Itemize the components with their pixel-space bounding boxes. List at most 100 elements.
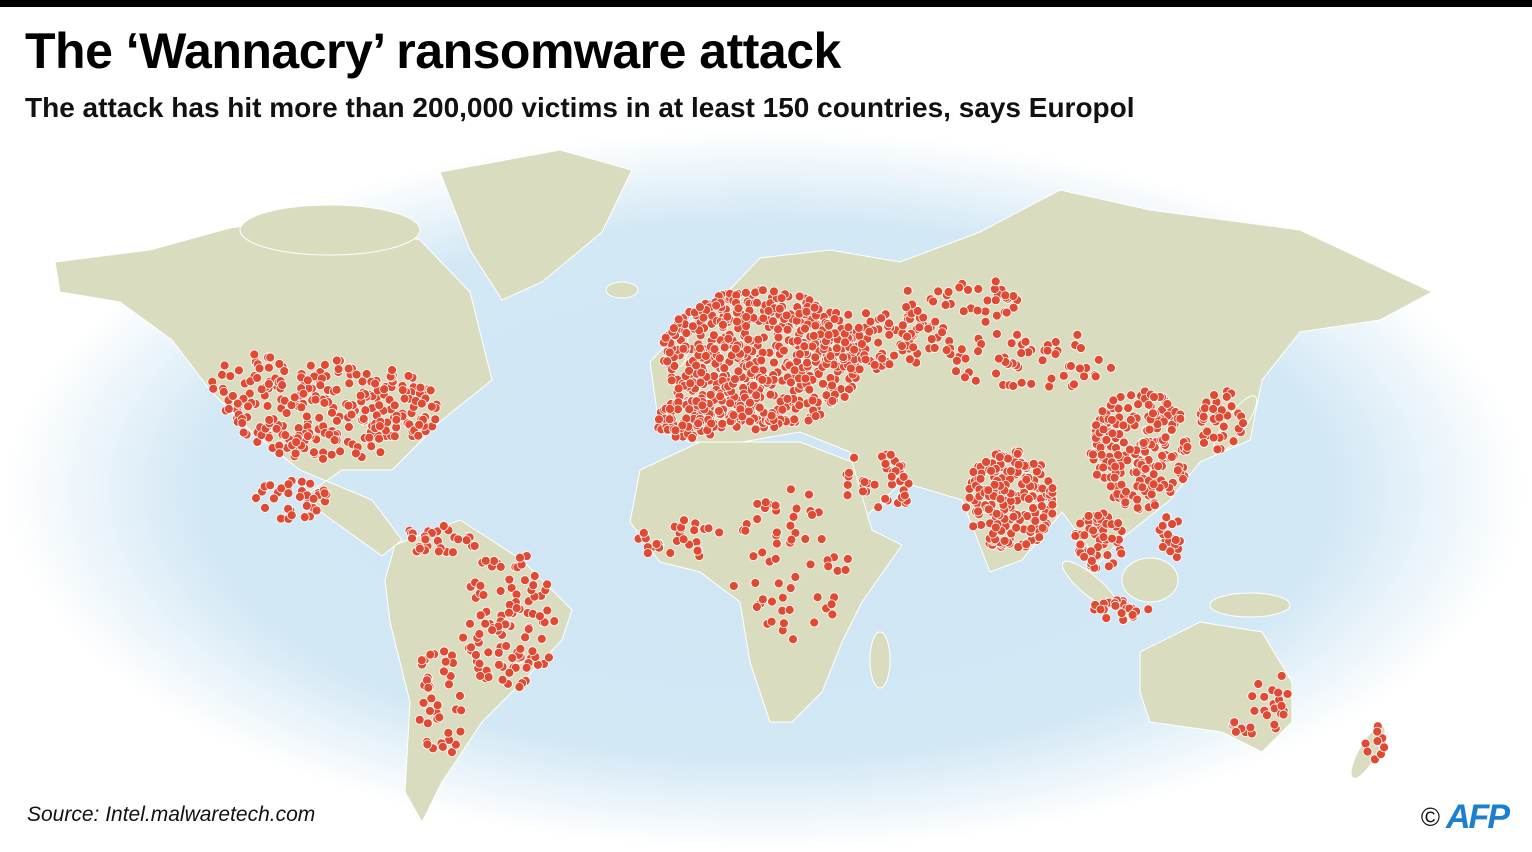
- infection-marker: [444, 679, 454, 690]
- infection-marker: [842, 554, 853, 564]
- infection-marker: [480, 618, 491, 629]
- infection-marker: [422, 739, 433, 750]
- infection-marker: [912, 306, 923, 316]
- infection-marker: [785, 520, 796, 531]
- infection-marker: [265, 480, 276, 491]
- infection-marker: [829, 314, 840, 324]
- infection-marker: [954, 282, 965, 293]
- infection-markers: [207, 276, 1390, 765]
- infection-marker: [443, 727, 454, 738]
- infection-marker: [397, 385, 408, 396]
- infection-marker: [785, 583, 796, 594]
- infection-marker: [297, 476, 307, 487]
- infection-marker: [448, 547, 458, 558]
- infection-marker: [1132, 502, 1143, 513]
- infection-marker: [1209, 390, 1219, 400]
- infection-marker: [1003, 453, 1013, 464]
- infection-marker: [1030, 516, 1041, 526]
- infection-marker: [249, 349, 260, 360]
- infection-marker: [232, 398, 243, 409]
- infection-marker: [1050, 349, 1061, 360]
- infection-marker: [854, 364, 865, 375]
- infection-marker: [265, 352, 276, 363]
- infection-marker: [366, 441, 377, 452]
- infection-marker: [745, 397, 755, 408]
- infection-marker: [849, 344, 860, 355]
- infection-marker: [838, 352, 849, 363]
- infection-marker: [958, 306, 969, 317]
- infection-marker: [1212, 444, 1223, 455]
- infection-marker: [478, 590, 489, 600]
- infection-marker: [753, 334, 764, 345]
- infection-marker: [1028, 503, 1038, 514]
- infection-marker: [1138, 438, 1149, 448]
- infection-marker: [695, 302, 705, 313]
- infection-marker: [943, 287, 954, 297]
- infection-marker: [972, 305, 983, 316]
- infection-marker: [520, 575, 530, 586]
- infection-marker: [1157, 520, 1168, 531]
- infection-marker: [832, 565, 843, 576]
- infection-marker: [1140, 463, 1151, 474]
- infection-marker: [1276, 700, 1287, 711]
- infection-marker: [1121, 486, 1131, 497]
- infection-marker: [260, 502, 270, 513]
- infection-marker: [455, 690, 465, 701]
- infection-marker: [289, 392, 300, 403]
- infection-marker: [864, 326, 875, 337]
- infection-marker: [425, 649, 436, 660]
- infection-marker: [283, 488, 294, 499]
- infection-marker: [1110, 461, 1121, 472]
- infection-marker: [1058, 370, 1069, 381]
- infection-marker: [295, 491, 305, 502]
- australia: [1139, 621, 1293, 753]
- infection-marker: [1150, 500, 1160, 511]
- infection-marker: [414, 714, 425, 725]
- infection-marker: [940, 300, 951, 310]
- infection-marker: [466, 642, 476, 653]
- infection-marker: [728, 581, 739, 591]
- infection-marker: [928, 296, 938, 307]
- infection-marker: [810, 352, 821, 363]
- infection-marker: [1107, 428, 1118, 439]
- infection-marker: [439, 646, 449, 657]
- infection-marker: [495, 586, 506, 596]
- infection-marker: [494, 659, 504, 670]
- infection-marker: [757, 594, 768, 605]
- infection-marker: [414, 419, 425, 430]
- credit: © AFP: [1421, 798, 1510, 837]
- infection-marker: [673, 383, 684, 394]
- infection-marker: [234, 365, 244, 376]
- infection-marker: [902, 331, 912, 342]
- infection-marker: [651, 539, 662, 549]
- infection-marker: [665, 404, 675, 414]
- infection-marker: [981, 457, 992, 467]
- infection-marker: [1113, 518, 1124, 529]
- infection-marker: [1143, 399, 1154, 410]
- infection-marker: [654, 414, 664, 425]
- infection-marker: [1161, 512, 1172, 523]
- iceland: [605, 281, 639, 299]
- infection-marker: [1166, 424, 1177, 435]
- infection-marker: [1107, 415, 1117, 425]
- infection-marker: [844, 467, 854, 478]
- infection-marker: [1008, 381, 1019, 391]
- infection-marker: [542, 579, 553, 590]
- infection-marker: [1116, 608, 1127, 619]
- infection-marker: [719, 363, 730, 374]
- infection-marker: [990, 276, 1001, 287]
- new-guinea: [1209, 592, 1291, 618]
- infection-marker: [461, 535, 472, 546]
- infection-marker: [469, 541, 480, 551]
- infection-marker: [1362, 746, 1373, 757]
- infection-marker: [756, 355, 767, 366]
- infection-marker: [1122, 455, 1133, 466]
- infection-marker: [1102, 550, 1113, 561]
- infection-marker: [993, 353, 1004, 364]
- infection-marker: [422, 718, 433, 729]
- infection-marker: [217, 369, 227, 380]
- infection-marker: [986, 465, 996, 476]
- infection-marker: [374, 400, 385, 411]
- infection-marker: [262, 401, 273, 411]
